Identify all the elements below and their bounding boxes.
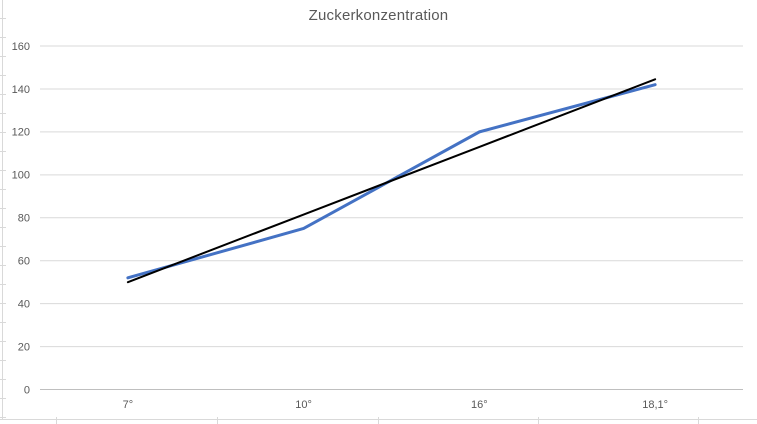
y-tick-label: 100 bbox=[12, 170, 30, 182]
worksheet-row-tick bbox=[0, 379, 6, 380]
worksheet-row-tick bbox=[0, 303, 6, 304]
worksheet-row-tick bbox=[0, 18, 6, 19]
worksheet-gridline-vertical bbox=[2, 0, 3, 420]
worksheet-row-tick bbox=[0, 151, 6, 152]
worksheet-column-tick bbox=[698, 417, 699, 424]
worksheet-column-tick bbox=[538, 417, 539, 424]
y-tick-label: 140 bbox=[12, 84, 30, 96]
y-tick-label: 160 bbox=[12, 41, 30, 53]
worksheet-row-tick bbox=[0, 322, 6, 323]
y-tick-label: 0 bbox=[24, 384, 30, 396]
worksheet-row-tick bbox=[0, 265, 6, 266]
worksheet-row-tick bbox=[0, 360, 6, 361]
worksheet-row-tick bbox=[0, 170, 6, 171]
y-tick-label: 120 bbox=[12, 127, 30, 139]
worksheet-row-tick bbox=[0, 132, 6, 133]
y-tick-label: 40 bbox=[18, 298, 30, 310]
worksheet-row-tick bbox=[0, 246, 6, 247]
worksheet-column-tick bbox=[56, 417, 57, 424]
worksheet-row-tick bbox=[0, 75, 6, 76]
y-tick-label: 60 bbox=[18, 256, 30, 268]
worksheet-row-tick bbox=[0, 56, 6, 57]
worksheet-row-tick bbox=[0, 227, 6, 228]
worksheet-row-tick bbox=[0, 37, 6, 38]
worksheet-row-tick bbox=[0, 284, 6, 285]
x-tick-label: 16° bbox=[471, 399, 488, 411]
worksheet-row-tick bbox=[0, 94, 6, 95]
worksheet-row-tick bbox=[0, 113, 6, 114]
worksheet-row-tick bbox=[0, 341, 6, 342]
series-linear-trendline bbox=[126, 78, 657, 284]
y-tick-label: 20 bbox=[18, 341, 30, 353]
x-tick-label: 7° bbox=[123, 399, 134, 411]
y-tick-label: 80 bbox=[18, 213, 30, 225]
worksheet-row-tick bbox=[0, 208, 6, 209]
x-tick-label: 18,1° bbox=[642, 399, 668, 411]
worksheet-row-tick bbox=[0, 189, 6, 190]
x-tick-label: 10° bbox=[295, 399, 312, 411]
worksheet-row-tick bbox=[0, 398, 6, 399]
worksheet-row-tick bbox=[0, 417, 6, 418]
worksheet-column-tick bbox=[217, 417, 218, 424]
chart-title: Zuckerkonzentration bbox=[308, 7, 449, 24]
worksheet-column-tick bbox=[378, 417, 379, 424]
